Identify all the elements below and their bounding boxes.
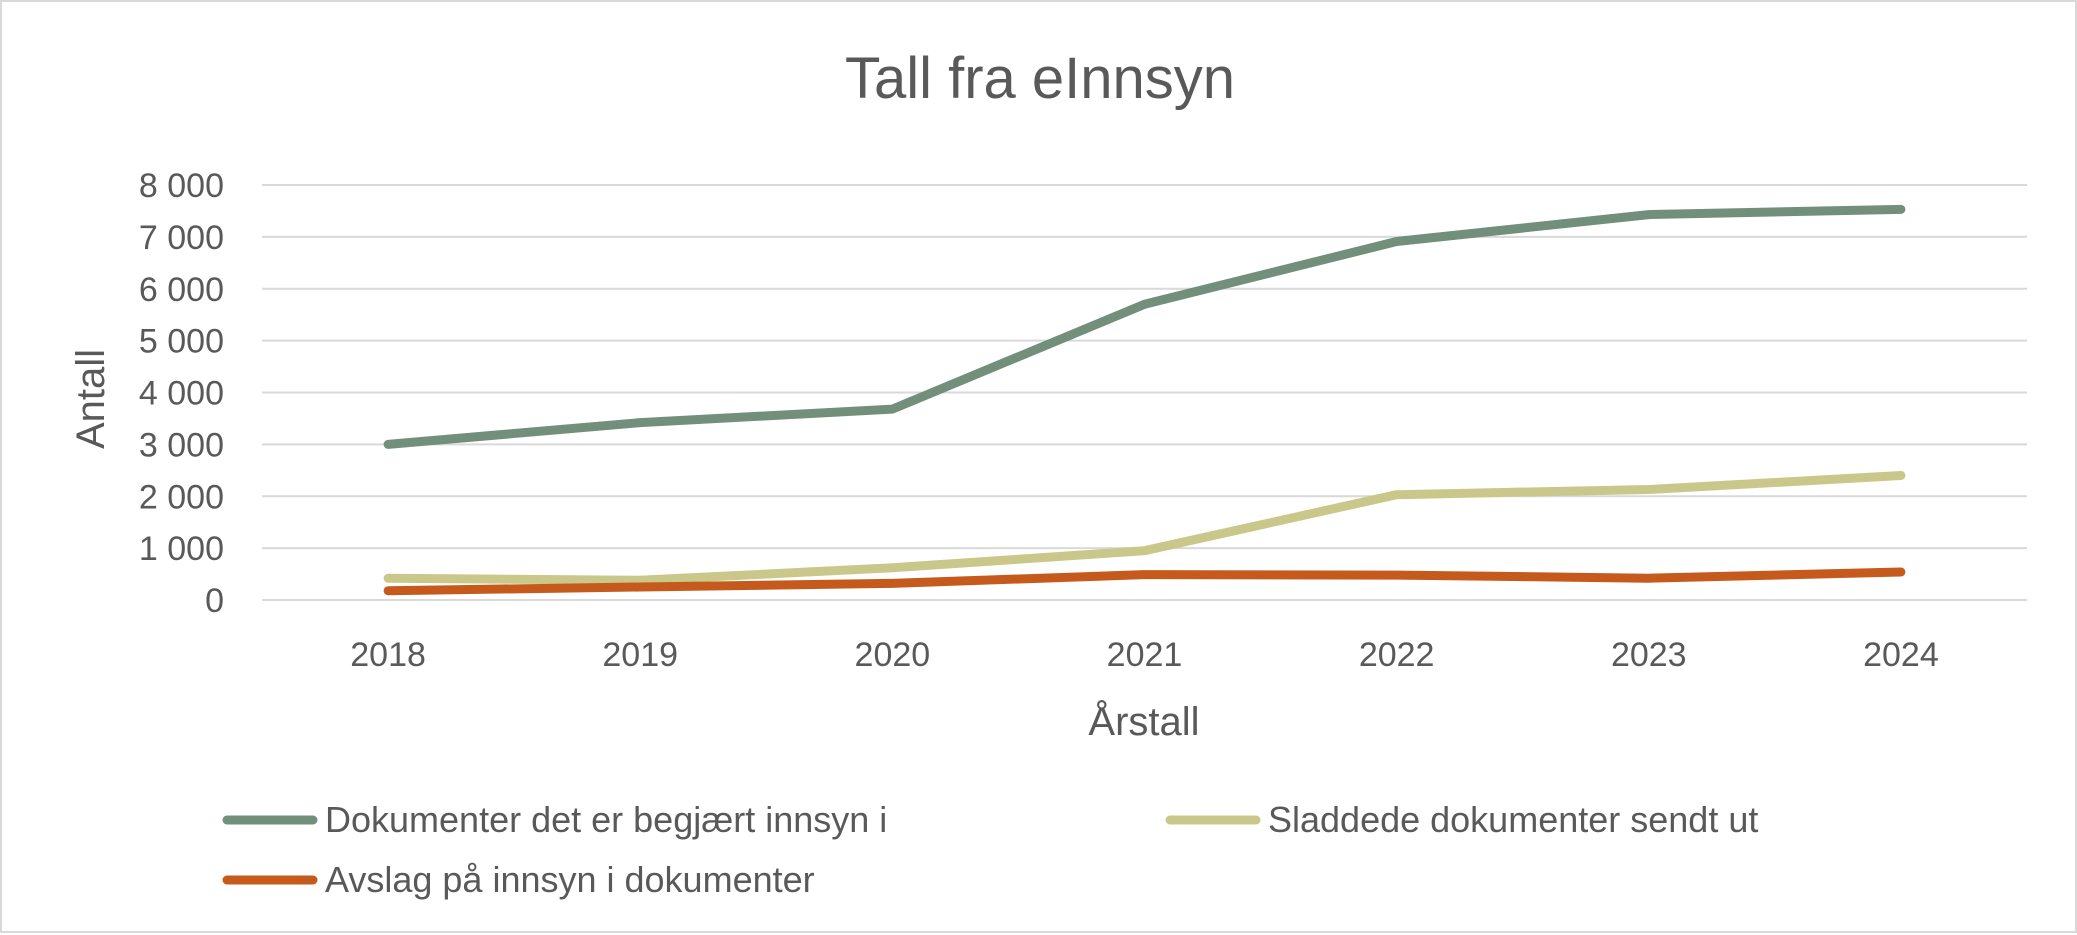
x-tick-label: 2020 — [855, 636, 931, 674]
y-tick-label: 5 000 — [139, 323, 224, 361]
y-tick-label: 8 000 — [139, 167, 224, 205]
gridlines — [262, 184, 2027, 601]
series-line — [383, 204, 1906, 449]
x-tick-label: 2019 — [602, 636, 678, 674]
x-tick-label: 2021 — [1107, 636, 1183, 674]
y-axis-tick-labels: 0 1 000 2 000 3 000 4 000 5 000 6 000 7 000 8 00… — [139, 167, 224, 620]
y-tick-label: 7 000 — [139, 219, 224, 257]
y-tick-label: 6 000 — [139, 271, 224, 309]
y-tick-label: 2 000 — [139, 478, 224, 516]
y-tick-label: 0 — [205, 582, 224, 620]
series-line — [383, 567, 1906, 596]
legend-label: Sladdede dokumenter sendt ut — [1268, 799, 1758, 840]
x-axis-title: Årstall — [1088, 699, 1199, 744]
x-tick-label: 2023 — [1611, 636, 1687, 674]
x-tick-label: 2018 — [350, 636, 426, 674]
legend-label: Dokumenter det er begjært innsyn i — [325, 799, 887, 840]
chart-title: Tall fra eInnsyn — [845, 46, 1235, 111]
x-tick-label: 2024 — [1863, 636, 1939, 674]
y-tick-label: 3 000 — [139, 426, 224, 464]
y-axis-title: Antall — [69, 349, 113, 449]
series-line — [383, 471, 1906, 585]
y-tick-label: 1 000 — [139, 530, 224, 568]
x-axis-tick-labels: 2018 2019 2020 2021 2022 2023 2024 — [350, 636, 1938, 674]
legend: Dokumenter det er begjært innsyn i Sladde… — [222, 799, 1758, 900]
y-tick-label: 4 000 — [139, 375, 224, 413]
series-lines — [383, 204, 1906, 596]
x-tick-label: 2022 — [1359, 636, 1435, 674]
legend-label: Avslag på innsyn i dokumenter — [325, 859, 815, 900]
